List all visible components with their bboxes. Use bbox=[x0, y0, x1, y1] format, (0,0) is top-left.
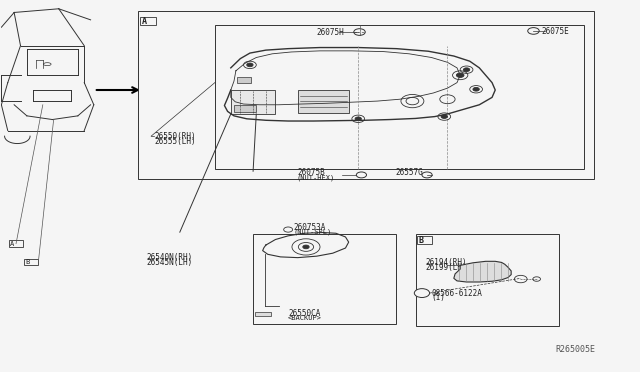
Bar bbox=[417, 236, 432, 244]
Text: A: A bbox=[10, 241, 15, 247]
Text: 26557G: 26557G bbox=[395, 168, 423, 177]
Polygon shape bbox=[298, 90, 349, 113]
Bar bbox=[9, 240, 23, 247]
Circle shape bbox=[456, 73, 464, 77]
Text: 08566-6122A: 08566-6122A bbox=[431, 289, 483, 298]
Text: 26075E: 26075E bbox=[541, 27, 570, 36]
Text: B: B bbox=[26, 259, 30, 265]
Text: A: A bbox=[141, 17, 147, 26]
Bar bbox=[253, 234, 396, 324]
Circle shape bbox=[414, 289, 429, 298]
Text: 26075H: 26075H bbox=[317, 28, 344, 37]
Bar bbox=[255, 311, 271, 316]
Bar bbox=[237, 77, 251, 83]
Polygon shape bbox=[231, 90, 275, 114]
Bar bbox=[138, 12, 594, 179]
Text: 26550(RH): 26550(RH) bbox=[154, 132, 196, 141]
Text: 26545N(LH): 26545N(LH) bbox=[146, 258, 192, 267]
Text: S: S bbox=[420, 289, 424, 298]
Text: 26199(LH): 26199(LH) bbox=[425, 263, 467, 272]
Circle shape bbox=[463, 68, 470, 71]
Text: 26550CA: 26550CA bbox=[288, 309, 321, 318]
Bar bbox=[140, 17, 156, 25]
Polygon shape bbox=[454, 261, 511, 282]
Text: R265005E: R265005E bbox=[556, 345, 596, 354]
Bar bbox=[415, 234, 559, 326]
Circle shape bbox=[473, 87, 479, 91]
Text: (NUT-SPL): (NUT-SPL) bbox=[293, 229, 332, 235]
Text: 26194(RH): 26194(RH) bbox=[425, 258, 467, 267]
Text: 26075B: 26075B bbox=[298, 168, 326, 177]
Circle shape bbox=[355, 117, 362, 121]
Text: B: B bbox=[418, 236, 423, 245]
Bar bbox=[24, 259, 38, 265]
Circle shape bbox=[246, 63, 253, 67]
Text: 260753A: 260753A bbox=[293, 223, 326, 232]
Text: (NUT-HEX): (NUT-HEX) bbox=[296, 174, 335, 181]
Text: 26555(LH): 26555(LH) bbox=[154, 137, 196, 146]
Circle shape bbox=[303, 245, 309, 249]
Circle shape bbox=[441, 115, 447, 118]
Bar bbox=[215, 25, 584, 169]
Text: (1): (1) bbox=[431, 294, 445, 302]
Polygon shape bbox=[234, 105, 256, 112]
Text: <BACKUP>: <BACKUP> bbox=[288, 315, 322, 321]
Text: 26540N(RH): 26540N(RH) bbox=[146, 253, 192, 263]
